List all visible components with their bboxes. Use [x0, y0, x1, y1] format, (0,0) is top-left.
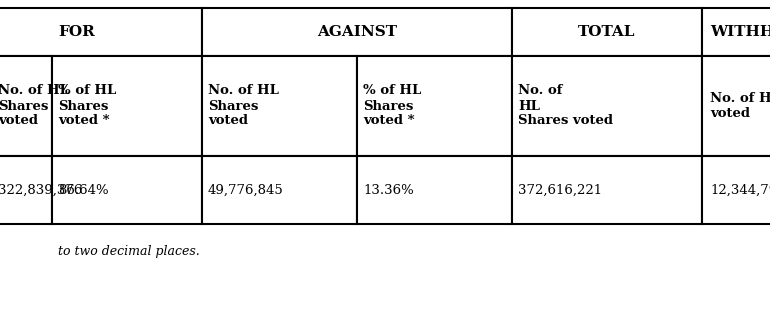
Text: WITHHELD: WITHHELD — [710, 25, 770, 39]
Bar — [702, 8, 770, 56]
Bar — [512, 8, 702, 56]
Bar — [512, 56, 702, 156]
Text: 322,839,376: 322,839,376 — [0, 184, 82, 197]
Text: No. of
HL
Shares voted: No. of HL Shares voted — [518, 85, 613, 127]
Bar — [702, 156, 770, 224]
Text: % of HL
Shares
voted *: % of HL Shares voted * — [363, 85, 421, 127]
Bar — [52, 156, 202, 224]
Bar — [202, 156, 357, 224]
Text: AGAINST: AGAINST — [317, 25, 397, 39]
Text: 86.64%: 86.64% — [58, 184, 109, 197]
Text: 372,616,221: 372,616,221 — [518, 184, 602, 197]
Text: FOR: FOR — [58, 25, 95, 39]
Text: 13.36%: 13.36% — [363, 184, 413, 197]
Text: No. of HL
Shares
voted: No. of HL Shares voted — [208, 85, 279, 127]
Bar — [202, 56, 357, 156]
Bar — [702, 56, 770, 156]
Bar — [357, 56, 512, 156]
Bar — [0, 156, 52, 224]
Bar — [52, 56, 202, 156]
Bar — [357, 156, 512, 224]
Text: to two decimal places.: to two decimal places. — [58, 245, 199, 258]
Bar — [202, 8, 512, 56]
Bar — [0, 56, 52, 156]
Bar — [512, 156, 702, 224]
Text: TOTAL: TOTAL — [578, 25, 636, 39]
Text: No. of HL Shares
voted: No. of HL Shares voted — [710, 92, 770, 120]
Text: No. of HL
Shares
voted: No. of HL Shares voted — [0, 85, 69, 127]
Text: 12,344,791: 12,344,791 — [710, 184, 770, 197]
Text: 49,776,845: 49,776,845 — [208, 184, 284, 197]
Text: % of HL
Shares
voted *: % of HL Shares voted * — [58, 85, 116, 127]
Bar — [0, 8, 202, 56]
